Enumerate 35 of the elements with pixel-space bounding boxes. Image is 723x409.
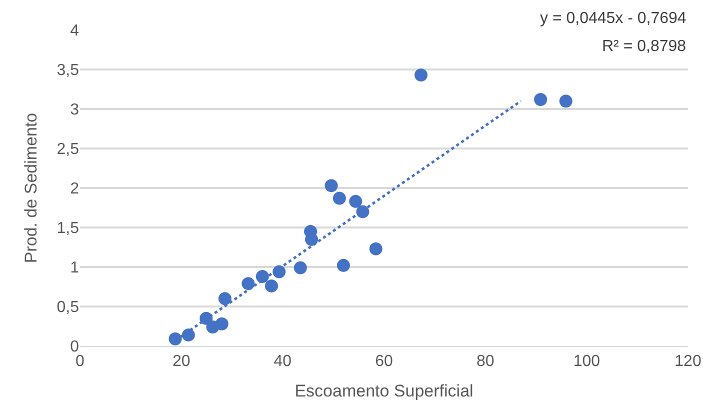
x-tick-label: 100 bbox=[573, 353, 600, 370]
point bbox=[218, 292, 232, 306]
y-tick-label: 0 bbox=[70, 338, 80, 356]
y-tick-label: 0,5 bbox=[56, 299, 80, 316]
point bbox=[305, 232, 318, 246]
point bbox=[265, 279, 278, 292]
y-tick-label: 4 bbox=[70, 22, 80, 40]
point bbox=[215, 317, 228, 330]
annotation: R² = 0,8798 bbox=[602, 38, 686, 55]
x-tick-label: 80 bbox=[476, 353, 494, 370]
x-tick-label: 120 bbox=[674, 353, 702, 370]
point bbox=[294, 261, 307, 274]
x-tick-label: 40 bbox=[274, 353, 292, 370]
point bbox=[349, 194, 362, 208]
y-tick-label: 3,5 bbox=[56, 62, 80, 80]
point bbox=[369, 242, 382, 256]
y-tick-label: 1,5 bbox=[56, 220, 80, 238]
y-tick-label: 3 bbox=[70, 102, 80, 119]
point bbox=[324, 179, 338, 192]
point bbox=[534, 93, 548, 106]
y-tick-label: 1 bbox=[70, 260, 80, 277]
point bbox=[242, 277, 255, 290]
point bbox=[332, 192, 346, 205]
y-tick-label: 2,5 bbox=[56, 141, 80, 158]
text: y = 0,0445x - 0,7694 bbox=[540, 10, 686, 27]
point bbox=[168, 332, 182, 346]
point bbox=[559, 94, 572, 108]
point bbox=[414, 68, 428, 82]
x-axis-title: Escoamento Superficial bbox=[294, 382, 474, 401]
y-tick-label: 2 bbox=[70, 180, 80, 198]
point bbox=[182, 328, 195, 342]
y-axis-title: Prod. de Sedimento bbox=[21, 112, 40, 264]
x-tick-label: 20 bbox=[172, 353, 190, 370]
point bbox=[336, 258, 350, 272]
x-tick-label: 60 bbox=[375, 353, 393, 370]
